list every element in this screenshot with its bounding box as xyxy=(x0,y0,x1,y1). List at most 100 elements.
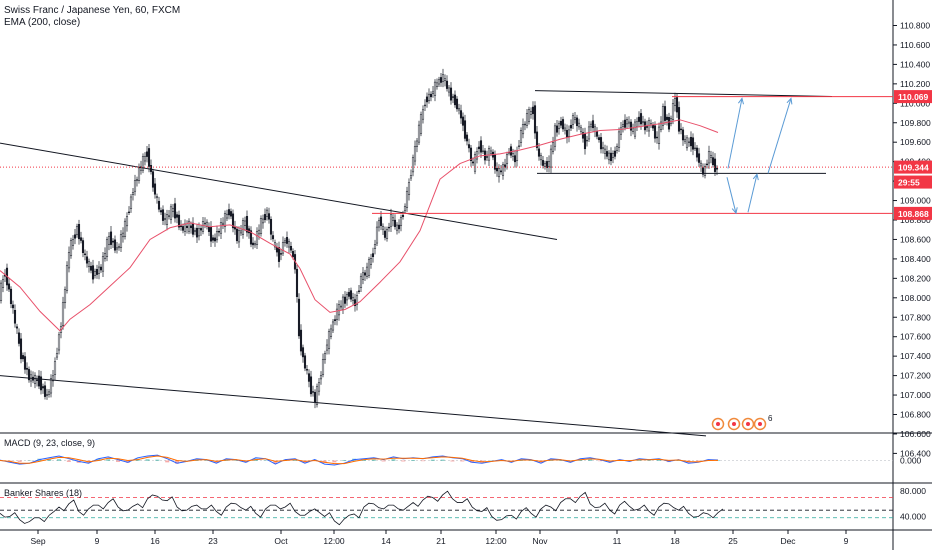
candle-body xyxy=(273,242,277,248)
candle-body xyxy=(633,121,637,137)
candle-body xyxy=(301,347,305,358)
candle-body xyxy=(495,167,499,172)
candle-body xyxy=(437,79,441,85)
candle-body xyxy=(451,96,455,98)
candle-body xyxy=(617,131,621,148)
candle-body xyxy=(715,167,719,170)
candle-body xyxy=(567,129,571,137)
candle-body xyxy=(405,190,409,208)
candle-body xyxy=(525,113,529,126)
candle-body xyxy=(631,127,635,132)
candle-body xyxy=(285,237,289,244)
candle-body xyxy=(53,361,57,375)
candle-body xyxy=(613,150,617,157)
banker-shares-pane[interactable] xyxy=(0,490,893,526)
candle-body xyxy=(359,275,363,288)
macd-histogram-bar xyxy=(440,459,445,461)
candle-body xyxy=(93,271,97,276)
candle-body xyxy=(191,222,195,235)
candle-body xyxy=(23,356,27,370)
candle-body xyxy=(237,230,241,243)
candle-body xyxy=(245,216,249,233)
candle-body xyxy=(299,329,303,352)
candle-body xyxy=(207,226,211,232)
candle-body xyxy=(99,266,103,271)
candle-body xyxy=(19,338,23,360)
candle-body xyxy=(481,150,485,152)
candle-body xyxy=(375,226,379,244)
candle-body xyxy=(199,228,203,231)
candle-body xyxy=(327,331,331,349)
candle-body xyxy=(687,141,691,143)
candle-body xyxy=(155,196,159,199)
candle-body xyxy=(45,394,49,396)
main-pane[interactable]: 6 xyxy=(0,68,893,437)
candle-body xyxy=(253,243,257,246)
price-tick-label: 107.600 xyxy=(900,332,931,342)
time-tick-label: 25 xyxy=(728,536,738,546)
candle-body xyxy=(573,117,577,120)
time-tick-label: 12:00 xyxy=(323,536,345,546)
candle-body xyxy=(445,80,449,89)
time-tick-label: 9 xyxy=(95,536,100,546)
candle-body xyxy=(395,224,399,231)
candle-body xyxy=(671,103,675,121)
candle-body xyxy=(157,200,161,210)
candle-body xyxy=(689,136,693,147)
candle-body xyxy=(17,332,21,344)
price-tick-label: 107.800 xyxy=(900,312,931,322)
projection-arrowhead xyxy=(737,97,744,105)
candle-body xyxy=(605,151,609,157)
candle-body xyxy=(229,211,233,217)
candle-body xyxy=(425,96,429,103)
candle-body xyxy=(357,290,361,292)
candle-body xyxy=(629,121,633,131)
candle-body xyxy=(691,137,695,150)
candle-body xyxy=(91,265,95,280)
candle-body xyxy=(695,147,699,158)
macd-histogram-bar xyxy=(588,459,593,461)
time-axis[interactable]: Sep 9 16 23 Oct 12:00 14 21 12:00 Nov 11 18 25 Dec 9 xyxy=(30,530,849,546)
candle-body xyxy=(355,295,359,305)
candle-body xyxy=(379,216,383,226)
price-tick-label: 110.000 xyxy=(900,98,930,108)
candle-body xyxy=(105,239,109,258)
candle-body xyxy=(679,128,683,131)
candle-body xyxy=(409,175,413,179)
candle-body xyxy=(519,130,523,143)
macd-histogram-bar xyxy=(470,460,475,463)
candle-body xyxy=(295,268,299,297)
candle-body xyxy=(169,206,173,220)
candle-body xyxy=(621,124,625,127)
candle-body xyxy=(595,131,599,137)
candle-body xyxy=(281,242,285,254)
macd-histogram-bar xyxy=(155,459,160,461)
candle-body xyxy=(339,305,343,308)
candle-body xyxy=(125,216,129,227)
candle-body xyxy=(453,94,457,106)
candle-body xyxy=(431,91,435,94)
candle-body xyxy=(101,256,105,272)
candle-body xyxy=(569,124,573,129)
candle-body xyxy=(255,231,259,245)
candle-body xyxy=(611,153,615,158)
macd-histogram-bar xyxy=(184,460,189,461)
candle-body xyxy=(421,109,425,120)
price-axis[interactable]: 110.800 110.600 110.400 110.200 110.000 109.8… xyxy=(893,21,932,522)
candle-body xyxy=(215,231,219,241)
macd-histogram-bar xyxy=(558,460,563,461)
candle-body xyxy=(325,344,329,351)
candle-body xyxy=(175,214,179,218)
candle-body xyxy=(317,382,321,392)
candle-body xyxy=(471,161,475,164)
candle-body xyxy=(127,211,131,213)
candle-body xyxy=(473,154,477,172)
candle-body xyxy=(75,226,79,236)
price-label-box xyxy=(894,206,932,220)
macd-pane[interactable] xyxy=(0,454,893,466)
candle-body xyxy=(277,247,281,262)
candle-body xyxy=(331,321,335,331)
candle-body xyxy=(381,226,385,230)
candle-body xyxy=(103,253,107,259)
